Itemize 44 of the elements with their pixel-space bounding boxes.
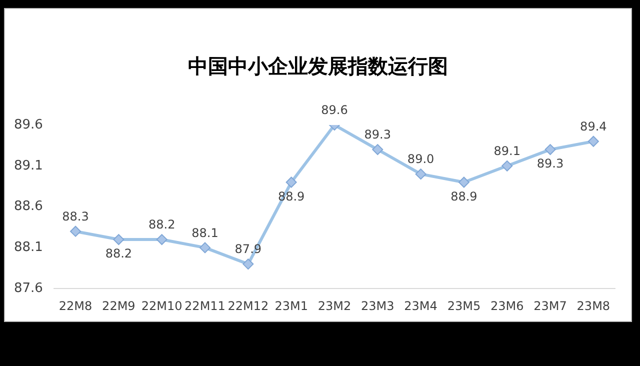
data-label: 89.3	[536, 156, 564, 171]
point	[544, 144, 556, 156]
y-tick-label: 88.1	[14, 240, 43, 256]
x-tick-label: 22M12	[228, 298, 269, 313]
point	[286, 176, 297, 188]
data-label: 89.1	[494, 144, 520, 158]
point	[588, 136, 599, 147]
x-tick-label: 22M10	[141, 298, 182, 313]
point	[415, 168, 426, 180]
data-label: 88.2	[105, 246, 132, 261]
x-tick-label: 22M11	[184, 298, 226, 313]
point	[242, 258, 254, 270]
point	[502, 160, 513, 172]
data-label: 89.3	[364, 128, 391, 142]
chart-title: 中国中小企业发展指数运行图	[187, 53, 449, 80]
y-tick-label: 87.6	[14, 280, 43, 296]
point	[70, 226, 82, 237]
data-label: 89.0	[407, 152, 434, 166]
data-label: 89.4	[580, 119, 607, 134]
data-label: 89.6	[321, 103, 348, 118]
data-label: 88.3	[62, 209, 89, 224]
x-tick-label: 23M5	[447, 298, 481, 313]
y-tick-label: 88.6	[14, 199, 43, 214]
x-tick-label: 23M1	[274, 298, 308, 313]
x-tick-label: 23M8	[576, 298, 610, 313]
point	[200, 242, 210, 254]
x-tick-label: 23M3	[361, 298, 394, 313]
point	[372, 144, 384, 156]
point	[156, 234, 168, 246]
data-label: 88.9	[450, 189, 478, 204]
data-label: 88.9	[278, 189, 305, 204]
x-tick-label: 22M8	[58, 298, 92, 313]
x-tick-label: 23M2	[318, 298, 352, 313]
data-label: 88.2	[148, 218, 176, 232]
data-label: 88.1	[192, 226, 218, 240]
point	[458, 176, 470, 188]
y-tick-label: 89.1	[14, 158, 43, 174]
x-tick-label: 23M6	[490, 298, 524, 313]
point	[113, 234, 124, 246]
x-tick-label: 22M9	[102, 298, 136, 313]
x-tick-label: 23M4	[404, 298, 438, 313]
y-tick-label: 89.6	[14, 117, 43, 132]
data-label: 87.9	[234, 242, 262, 256]
x-tick-label: 23M7	[534, 298, 567, 313]
